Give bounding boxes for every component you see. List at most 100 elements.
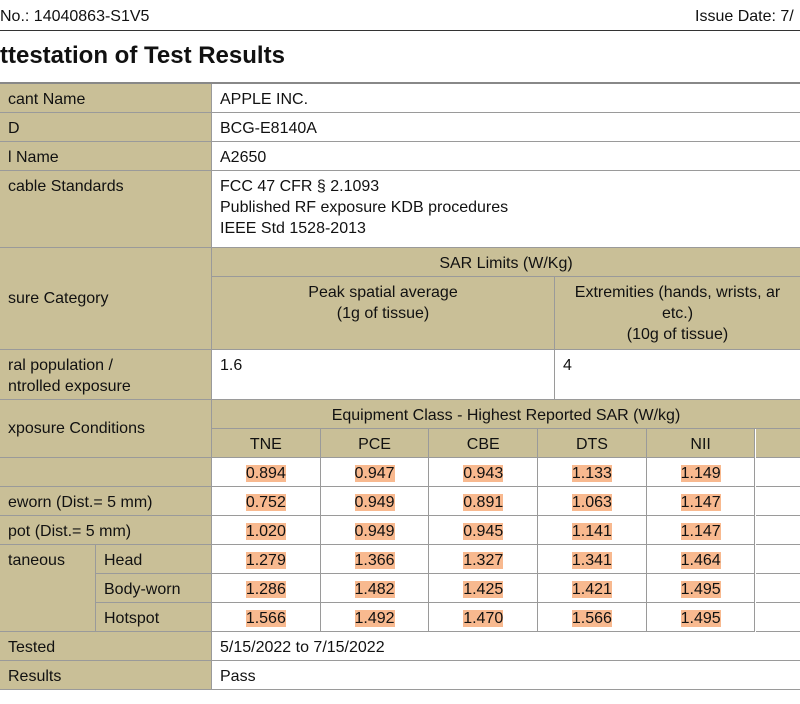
limit-column: Peak spatial average (1g of tissue)	[212, 277, 555, 350]
sar-value: 1.566	[245, 610, 286, 627]
row-label: cant Name	[0, 84, 212, 113]
limit-value: 1.6	[212, 350, 555, 400]
sar-value: 0.949	[354, 523, 395, 540]
row-label	[0, 458, 212, 487]
sar-cell: 1.366	[320, 545, 430, 574]
sar-cell: 0.943	[429, 458, 539, 487]
sar-cell: 1.286	[212, 574, 321, 603]
row-value: Pass	[212, 661, 800, 690]
sar-cell: 1.566	[212, 603, 321, 632]
sar-value: 1.341	[571, 552, 612, 569]
sar-value: 1.482	[354, 581, 395, 598]
row-label: sure Category	[0, 248, 212, 350]
sar-cell: 1.020	[212, 516, 321, 545]
sar-value: 0.945	[463, 523, 504, 540]
sar-value: 1.492	[354, 610, 395, 627]
sar-value: 1.286	[245, 581, 286, 598]
text-line: Published RF exposure KDB procedures	[220, 199, 509, 216]
row-label: cable Standards	[0, 171, 212, 248]
sar-value: 1.149	[680, 465, 721, 482]
row-label: xposure Conditions	[0, 400, 212, 458]
row-value: APPLE INC.	[212, 84, 800, 113]
row-value: A2650	[212, 142, 800, 171]
sar-cell: 0.949	[320, 516, 430, 545]
sar-limits-header: SAR Limits (W/Kg)	[212, 248, 800, 277]
standards: FCC 47 CFR § 2.1093 Published RF exposure…	[212, 171, 800, 248]
title: ttestation of Test Results	[0, 42, 285, 69]
sar-value: 0.947	[354, 465, 395, 482]
sar-value: 1.421	[571, 581, 612, 598]
sar-value: 1.279	[245, 552, 286, 569]
column-header: CBE	[429, 429, 539, 458]
row-label: D	[0, 113, 212, 142]
column-header: PCE	[320, 429, 430, 458]
sar-value: 1.425	[463, 581, 504, 598]
row-value: BCG-E8140A	[212, 113, 800, 142]
sar-cell: 1.495	[646, 603, 756, 632]
text-line: FCC 47 CFR § 2.1093	[220, 178, 380, 195]
title-rule	[0, 82, 800, 84]
row-label: ral population / ntrolled exposure	[0, 350, 212, 400]
text-line: Extremities (hands, wrists, ar	[574, 284, 781, 301]
sar-value: 1.495	[680, 610, 721, 627]
issue-date: Issue Date: 7/	[695, 8, 794, 25]
sar-cell: 0.752	[212, 487, 321, 516]
sar-value: 1.566	[571, 610, 612, 627]
sar-value: 1.366	[354, 552, 395, 569]
sar-cell: 1.482	[320, 574, 430, 603]
column-header: DTS	[538, 429, 647, 458]
row-label: l Name	[0, 142, 212, 171]
column-header: D	[755, 429, 800, 458]
sar-cell: 1.279	[212, 545, 321, 574]
group-label: taneous	[0, 545, 96, 632]
sar-value: 1.020	[245, 523, 286, 540]
row-label: pot (Dist.= 5 mm)	[0, 516, 212, 545]
limit-column: Extremities (hands, wrists, ar etc.) (10g …	[555, 277, 800, 350]
sar-cell: 1.	[755, 545, 800, 574]
header-rule	[0, 30, 800, 31]
sar-cell: 1.141	[538, 516, 647, 545]
sar-cell: 1.327	[429, 545, 539, 574]
sar-cell: 1.	[755, 603, 800, 632]
sar-cell: 0.894	[212, 458, 321, 487]
sar-value: 0.949	[354, 494, 395, 511]
sar-cell: 1.421	[538, 574, 647, 603]
report-no: No.: 14040863-S1V5	[0, 8, 150, 25]
sar-cell: 1.425	[429, 574, 539, 603]
sar-cell: 1.063	[538, 487, 647, 516]
sar-value: 1.464	[680, 552, 721, 569]
sar-value: 1.147	[680, 494, 721, 511]
sub-label: Hotspot	[96, 603, 212, 632]
sar-value: 1.063	[571, 494, 612, 511]
sar-cell: 0.949	[320, 487, 430, 516]
sar-value: 0.894	[245, 465, 286, 482]
sar-cell: 0.	[755, 487, 800, 516]
sar-cell: 1.	[755, 574, 800, 603]
sar-cell: 1.147	[646, 487, 756, 516]
text-line: ntrolled exposure	[8, 378, 131, 395]
sar-value: 1.327	[463, 552, 504, 569]
sub-label: Body-worn	[96, 574, 212, 603]
sar-cell: 1.133	[538, 458, 647, 487]
sar-value: 1.470	[463, 610, 504, 627]
column-header: NII	[646, 429, 756, 458]
sar-cell: 1.464	[646, 545, 756, 574]
sar-value: 1.147	[680, 523, 721, 540]
text-line: ral population /	[8, 357, 113, 374]
sar-value: 1.495	[680, 581, 721, 598]
row-value: 5/15/2022 to 7/15/2022	[212, 632, 800, 661]
equipment-header: Equipment Class - Highest Reported SAR (…	[212, 400, 800, 429]
text-line: etc.)	[661, 305, 694, 322]
text-line: (1g of tissue)	[336, 305, 430, 322]
sar-cell: 1.495	[646, 574, 756, 603]
sar-cell: 0.891	[429, 487, 539, 516]
sar-cell: 1.566	[538, 603, 647, 632]
sar-value: 1.133	[571, 465, 612, 482]
sar-cell: 1.470	[429, 603, 539, 632]
row-label: eworn (Dist.= 5 mm)	[0, 487, 212, 516]
text-line: Peak spatial average	[308, 284, 458, 301]
limit-value: 4	[555, 350, 800, 400]
row-label: Results	[0, 661, 212, 690]
sar-cell: 1.492	[320, 603, 430, 632]
